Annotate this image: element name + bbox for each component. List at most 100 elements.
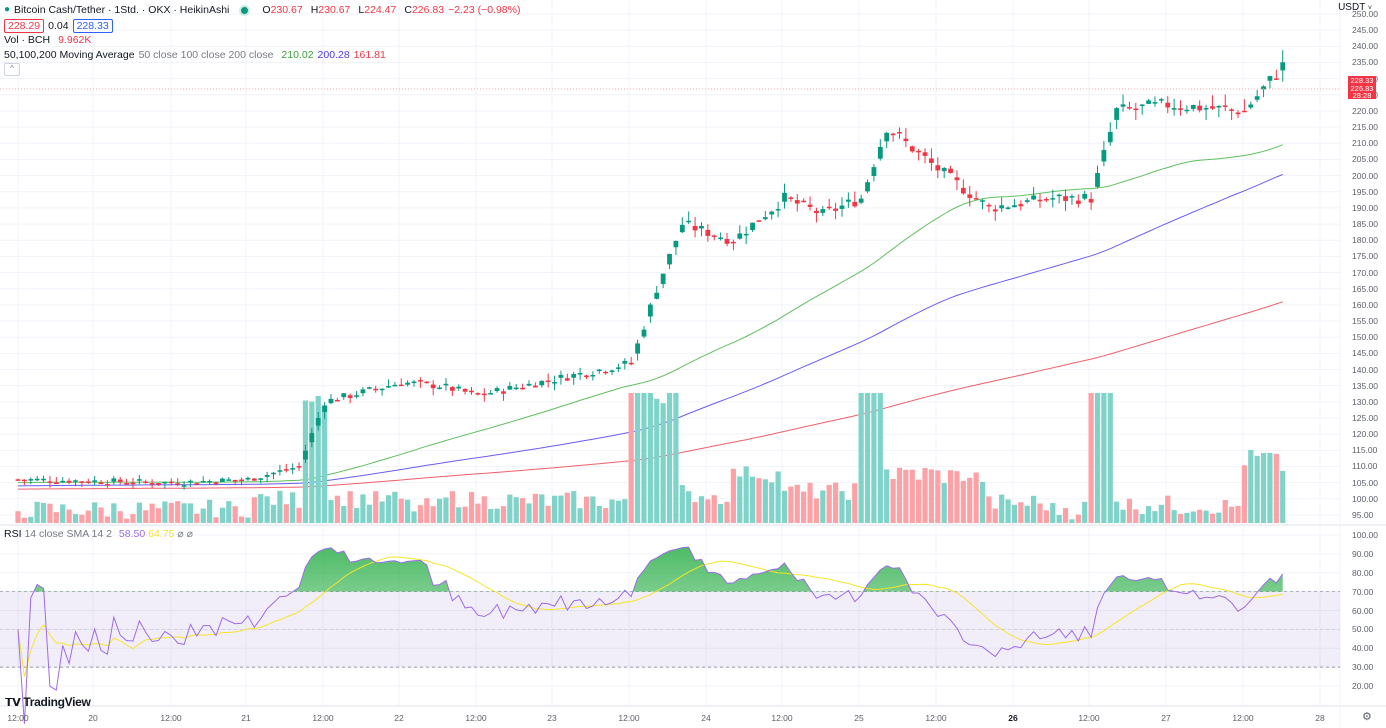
price-tick: 140.00 [1352,364,1378,375]
price-tick: 115.00 [1352,445,1378,456]
rsi-line [17,546,1284,724]
buy-price-button[interactable]: 228.33 [72,18,113,33]
close-value: 226.83 [411,4,445,16]
time-tick: 12:00 [1232,713,1254,723]
low-label: L [358,4,365,16]
time-tick: 21 [241,713,251,723]
time-tick: 12:00 [618,713,640,723]
price-tick: 180.00 [1352,235,1378,246]
volume-legend[interactable]: Vol · BCH 9.962K [4,33,520,48]
ma50-value: 210.02 [281,48,314,61]
time-tick: 12:00 [312,713,334,723]
rsi-value: 58.50 [118,528,146,540]
tag-ask: 228.33 [1350,76,1374,85]
price-tick: 185.00 [1352,219,1378,230]
volume-value: 9.962K [58,34,92,46]
rsi-sma-value: 64.75 [148,528,175,540]
time-tick: 12:00 [465,713,487,723]
exchange-logo-icon: ● [4,4,11,15]
symbol-row: ● Bitcoin Cash/Tether · 1Std. · OKX · He… [4,3,520,18]
rsi-tick: 80.00 [1352,567,1374,578]
ma50-line [18,144,1283,484]
price-tick: 195.00 [1352,186,1378,197]
open-value: 230.67 [270,4,303,16]
time-tick: 25 [854,713,864,723]
currency-label: USDT [1338,2,1366,13]
currency-selector[interactable]: USDT ˅ [1338,2,1372,13]
price-tick: 130.00 [1352,396,1378,407]
symbol-title[interactable]: Bitcoin Cash/Tether · 1Std. · OKX · Heik… [14,4,230,16]
market-status-icon[interactable] [241,6,249,14]
ma-legend[interactable]: 50,100,200 Moving Average 50 close 100 c… [4,48,520,63]
price-tick: 110.00 [1352,461,1378,472]
ma-params: 50 close 100 close 200 close [138,48,274,61]
time-tick: 12:00 [771,713,793,723]
bid-ask-row: 228.29 0.04 228.33 [4,18,520,34]
price-tick: 135.00 [1352,380,1378,391]
high-value: 230.67 [318,4,351,16]
price-tick: 235.00 [1352,57,1378,68]
volume-label: Vol · BCH [4,34,51,46]
tradingview-logo[interactable]: 𝗧𝗩 TradingView [5,695,91,709]
axis-settings-icon[interactable]: ⚙ [1362,711,1372,723]
rsi-tick: 100.00 [1352,530,1378,540]
price-tick: 200.00 [1352,170,1378,181]
rsi-sma-line [17,556,1283,677]
rsi-legend[interactable]: RSI 14 close SMA 14 2 58.50 64.75 ⌀ ⌀ [4,528,193,540]
price-tick: 245.00 [1352,25,1378,36]
rsi-tick: 60.00 [1352,605,1374,616]
price-tick: 165.00 [1352,283,1378,294]
tag-close: 226.83 [1350,83,1374,93]
price-tick: 160.00 [1352,299,1378,310]
price-tick: 190.00 [1352,202,1378,213]
candles [15,50,1286,490]
rsi-label: RSI [4,528,22,540]
tv-logo-text: TradingView [23,695,91,709]
ma-label: 50,100,200 Moving Average [4,48,135,61]
time-tick: 28 [1315,713,1325,723]
tag-countdown: 28:28 [1352,91,1372,100]
price-tick: 205.00 [1352,154,1378,165]
low-value: 224.47 [364,4,397,16]
time-tick: 20 [88,713,98,723]
price-tick: 250.00 [1352,9,1378,19]
price-tick: 150.00 [1352,332,1378,343]
last-price-tag: 228.33 226.83 28:28 [1348,76,1376,99]
ma200-value: 161.81 [353,48,386,61]
rsi-tick: 50.00 [1352,624,1374,635]
price-tick: 145.00 [1352,348,1378,359]
volume-bars [15,393,1286,523]
rsi-params: 14 close SMA 14 2 [24,528,112,540]
time-tick: 12:00 [925,713,947,723]
time-tick: 24 [701,713,711,723]
rsi-tick: 90.00 [1352,548,1374,559]
time-tick: 22 [394,713,404,723]
price-tick: 240.00 [1352,41,1378,52]
time-tick: 27 [1161,713,1171,723]
collapse-legend-button[interactable]: ^ [4,63,20,76]
time-tick: 12:00 [160,713,182,723]
price-tick: 210.00 [1352,138,1378,149]
ma100-value: 200.28 [317,48,350,61]
price-tick: 125.00 [1352,413,1378,423]
time-tick: 12:00 [7,713,29,723]
tv-logo-icon: 𝗧𝗩 [5,696,21,709]
open-label: O [262,4,271,16]
price-tick: 155.00 [1352,316,1378,327]
spread-value: 0.04 [48,19,69,32]
rsi-tick: 20.00 [1352,681,1374,691]
chart-legend: ● Bitcoin Cash/Tether · 1Std. · OKX · He… [4,3,520,76]
price-tick: 215.00 [1352,122,1378,133]
rsi-tick: 70.00 [1352,586,1374,597]
time-tick: 26 [1008,713,1018,723]
time-tick: 12:00 [1078,713,1100,723]
price-tick: 105.00 [1352,477,1378,488]
price-tick: 220.00 [1352,105,1378,116]
change-value: −2.23 (−0.98%) [448,4,521,16]
sell-price-button[interactable]: 228.29 [4,18,45,33]
price-tick: 175.00 [1352,251,1378,262]
chevron-up-icon: ^ [10,64,14,73]
price-tick: 95.00 [1352,509,1374,520]
rsi-extra: ⌀ ⌀ [177,528,193,540]
